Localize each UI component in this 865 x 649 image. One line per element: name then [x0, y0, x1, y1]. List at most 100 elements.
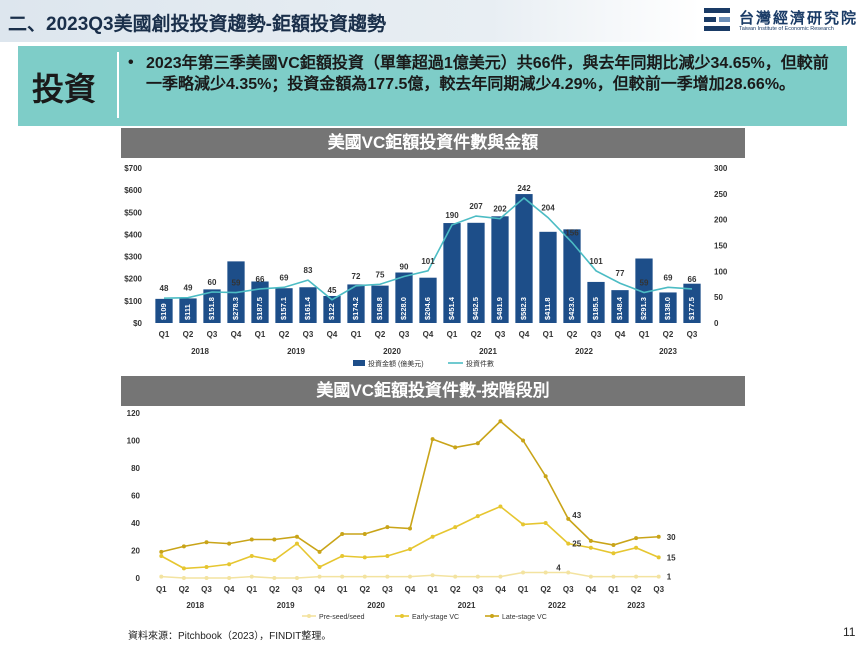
x-tick-label: Q2 — [183, 330, 194, 339]
line-value-label: 242 — [517, 184, 531, 193]
series-point — [453, 574, 458, 579]
series-point — [634, 574, 639, 579]
bar — [251, 281, 269, 323]
x-tick-label: Q2 — [540, 585, 551, 594]
count-line — [163, 196, 693, 301]
x-tick-label: Q1 — [608, 585, 619, 594]
y-left-tick-label: $400 — [124, 230, 142, 239]
x-tick-label: Q2 — [375, 330, 386, 339]
x-tick-label: Q4 — [586, 585, 597, 594]
line-value-label: 83 — [304, 266, 313, 275]
x-tick-label: Q1 — [159, 330, 170, 339]
vc-mega-deals-chart: $0 $100 $200 $300 $400 $500 $600 $700 0 50 100 150 2… — [124, 164, 728, 368]
x-tick-label: Q1 — [255, 330, 266, 339]
tier-logo: 台灣經濟研究院 Taiwan Institute of Economic Res… — [703, 6, 858, 36]
bar-value-label: $109 — [159, 303, 168, 320]
bar-value-label: $291.3 — [639, 297, 648, 320]
bar — [587, 281, 605, 323]
summary-text: 2023年第三季美國VC鉅額投資（單筆超過1億美元）共66件，與去年同期比減少3… — [146, 55, 829, 93]
y-tick-label: 20 — [131, 547, 140, 556]
bar-value-label: $451.4 — [447, 296, 456, 320]
y-right-tick-label: 100 — [714, 267, 728, 276]
series-point — [611, 543, 616, 547]
series-point — [543, 521, 548, 525]
x-tick-label: Q2 — [450, 585, 461, 594]
line-value-label: 45 — [328, 286, 337, 295]
legend-bar-label: 投資金額 (億美元) — [368, 359, 424, 368]
y-right-tick-label: 300 — [714, 164, 728, 173]
x-tick-label: Q1 — [639, 330, 650, 339]
late-stage-end-label: 30 — [667, 533, 676, 542]
line-value-label: 90 — [400, 263, 409, 272]
x-tick-label: Q1 — [518, 585, 529, 594]
logo-chinese-name: 台灣經濟研究院 — [739, 10, 859, 27]
series-point — [543, 570, 548, 575]
bullet-icon: • — [128, 54, 134, 71]
x-tick-label: Q4 — [405, 585, 416, 594]
bar — [659, 292, 677, 323]
series-point — [317, 565, 322, 569]
bar — [443, 223, 461, 323]
legend-line-label: 投資件數 — [466, 359, 494, 368]
x-tick-label: Q3 — [472, 585, 483, 594]
line-value-label: 101 — [589, 257, 603, 266]
x-year-label: 2022 — [575, 347, 593, 356]
chart1-title: 美國VC鉅額投資件數與金額 — [121, 128, 745, 158]
series-point — [453, 445, 458, 450]
bar — [323, 295, 341, 323]
series-point — [272, 558, 277, 563]
line-value-label: 190 — [445, 211, 459, 220]
series-point — [340, 554, 345, 558]
bar-value-label: $204.6 — [423, 297, 432, 320]
series-point — [204, 565, 209, 569]
bar-value-label: $452.5 — [471, 297, 480, 320]
series-point — [249, 574, 254, 579]
slide-title: 二、2023Q3美國創投投資趨勢-鉅額投資趨勢 — [8, 14, 386, 35]
series-point — [566, 570, 571, 575]
y-left-tick-label: $500 — [124, 208, 142, 217]
bar-value-label: $423.0 — [567, 297, 576, 320]
legend-label: Late-stage VC — [502, 614, 547, 621]
bar-value-label: $177.5 — [687, 297, 696, 320]
y-left-tick-label: $0 — [133, 319, 142, 328]
line-value-label: 48 — [160, 284, 169, 293]
series-point — [362, 532, 367, 536]
bar — [419, 277, 437, 323]
x-year-label: 2022 — [548, 601, 566, 610]
bar-value-label: $278.3 — [231, 297, 240, 320]
series-point — [408, 547, 412, 552]
bar-value-label: $122 — [327, 303, 336, 320]
x-tick-label: Q4 — [314, 585, 325, 594]
summary-box: 投資 • 2023年第三季美國VC鉅額投資（單筆超過1億美元）共66件，與去年同… — [18, 46, 847, 126]
y-left-tick-label: $300 — [124, 253, 142, 262]
series-point — [385, 525, 390, 530]
x-tick-label: Q4 — [495, 585, 506, 594]
bar-value-label: $228.0 — [399, 297, 408, 320]
line-value-label: 207 — [469, 202, 483, 211]
bar — [515, 194, 533, 323]
line-value-label: 72 — [352, 272, 361, 281]
x-tick-label: Q3 — [653, 585, 664, 594]
y-tick-label: 100 — [127, 437, 141, 446]
bar — [275, 288, 293, 323]
x-tick-label: Q3 — [563, 585, 574, 594]
bar-value-label: $411.8 — [543, 297, 552, 320]
seed-stage-label: 4 — [556, 564, 561, 573]
line-value-label: 75 — [376, 270, 385, 279]
x-tick-label: Q4 — [231, 330, 242, 339]
x-tick-label: Q1 — [246, 585, 257, 594]
bar — [539, 231, 557, 323]
y-tick-label: 60 — [131, 492, 140, 501]
summary-divider — [117, 52, 119, 118]
y-right-tick-label: 0 — [714, 319, 719, 328]
series-point — [227, 576, 232, 580]
y-left-tick-label: $700 — [124, 164, 142, 173]
series-point — [317, 574, 322, 579]
series-point — [294, 576, 299, 580]
series-point — [340, 574, 345, 579]
series-point — [430, 534, 435, 539]
bar-value-label: $111 — [183, 304, 192, 320]
bar — [299, 287, 317, 323]
bar-value-label: $168.8 — [375, 297, 384, 320]
bar-value-label: $481.9 — [495, 297, 504, 320]
